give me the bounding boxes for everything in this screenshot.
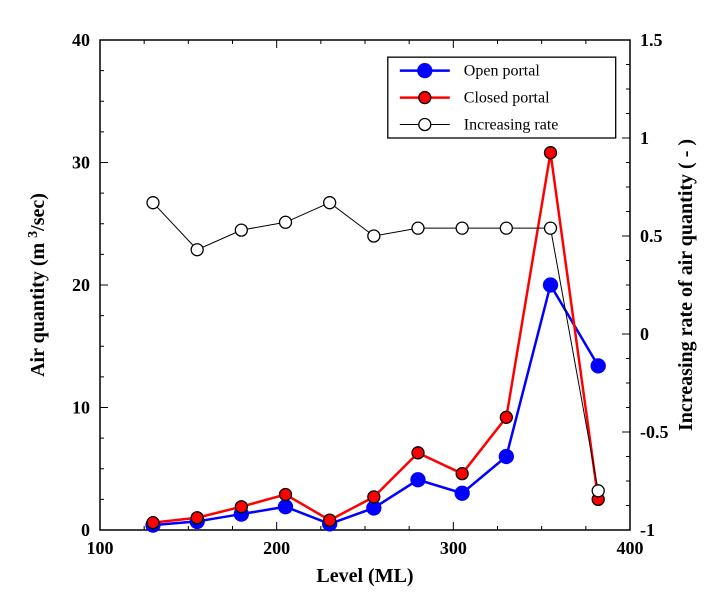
series-marker-closed_portal — [191, 512, 203, 524]
y-left-tick-label: 10 — [72, 398, 90, 418]
x-tick-label: 200 — [263, 538, 290, 558]
legend-label: Increasing rate — [464, 117, 559, 134]
series-marker-closed_portal — [456, 468, 468, 480]
series-marker-closed_portal — [545, 147, 557, 159]
series-marker-closed_portal — [147, 517, 159, 529]
series-marker-increasing_rate — [280, 216, 292, 228]
legend-marker-icon — [419, 92, 431, 104]
y-right-axis-label: Increasing rate of air quantity ( - ) — [675, 139, 697, 431]
series-marker-increasing_rate — [456, 222, 468, 234]
y-right-tick-label: 0 — [640, 324, 649, 344]
y-right-tick-label: 0.5 — [640, 226, 663, 246]
y-right-tick-label: 1.5 — [640, 30, 663, 50]
series-marker-open_portal — [591, 359, 605, 373]
x-axis-label: Level (ML) — [316, 565, 413, 587]
series-marker-increasing_rate — [324, 197, 336, 209]
y-right-tick-label: -1 — [640, 520, 655, 540]
x-tick-label: 300 — [440, 538, 467, 558]
legend-label: Open portal — [464, 63, 541, 80]
series-line-open_portal — [153, 285, 598, 525]
series-line-closed_portal — [153, 153, 598, 523]
series-marker-increasing_rate — [147, 197, 159, 209]
series-marker-open_portal — [499, 450, 513, 464]
y-right-tick-label: -0.5 — [640, 422, 669, 442]
series-marker-open_portal — [411, 473, 425, 487]
x-tick-label: 100 — [87, 538, 114, 558]
series-marker-increasing_rate — [545, 222, 557, 234]
y-left-tick-label: 0 — [81, 520, 90, 540]
series-marker-increasing_rate — [191, 244, 203, 256]
series-marker-open_portal — [544, 278, 558, 292]
series-marker-closed_portal — [235, 501, 247, 513]
series-marker-closed_portal — [280, 488, 292, 500]
y-left-tick-label: 30 — [72, 153, 90, 173]
y-left-tick-label: 40 — [72, 30, 90, 50]
series-marker-increasing_rate — [235, 224, 247, 236]
series-marker-open_portal — [279, 500, 293, 514]
series-marker-increasing_rate — [592, 485, 604, 497]
y-left-axis-label: Air quantity (m 3/sec) — [26, 193, 50, 377]
series-marker-closed_portal — [368, 491, 380, 503]
legend-marker-icon — [419, 119, 431, 131]
x-tick-label: 400 — [617, 538, 644, 558]
series-line-increasing_rate — [153, 203, 598, 491]
series-marker-open_portal — [455, 486, 469, 500]
series-marker-increasing_rate — [500, 222, 512, 234]
series-marker-closed_portal — [500, 411, 512, 423]
y-left-tick-label: 20 — [72, 275, 90, 295]
series-marker-increasing_rate — [412, 222, 424, 234]
legend-label: Closed portal — [464, 90, 550, 107]
y-right-tick-label: 1 — [640, 128, 649, 148]
series-marker-closed_portal — [412, 447, 424, 459]
dual-axis-line-chart: 100200300400Level (ML)010203040Air quant… — [0, 0, 714, 613]
legend-marker-icon — [418, 64, 432, 78]
series-marker-increasing_rate — [368, 230, 380, 242]
series-marker-closed_portal — [324, 514, 336, 526]
